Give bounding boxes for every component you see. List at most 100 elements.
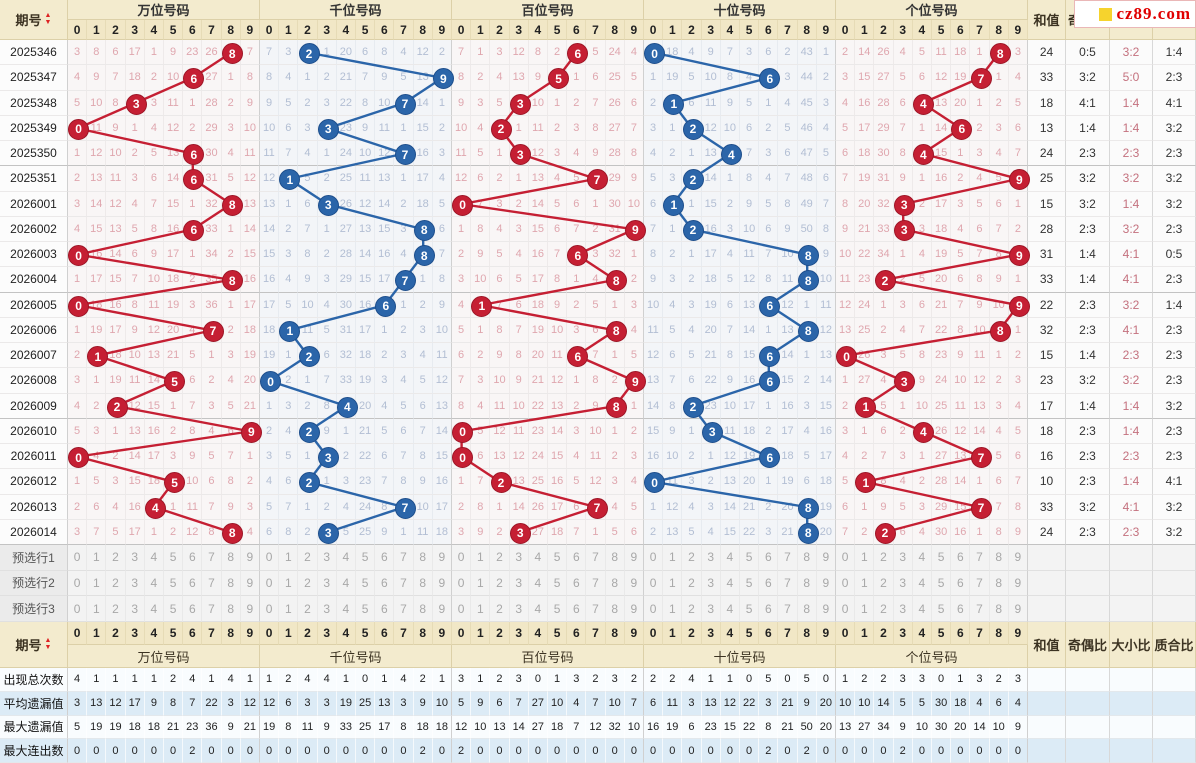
preselect-digit[interactable]: 7 — [394, 570, 414, 597]
preselect-digit[interactable]: 7 — [202, 570, 222, 597]
preselect-digit[interactable]: 6 — [567, 545, 587, 571]
preselect-digit[interactable]: 1 — [279, 545, 299, 571]
preselect-digit[interactable]: 6 — [375, 570, 395, 597]
preselect-digit[interactable]: 9 — [624, 570, 644, 597]
preselect-digit[interactable]: 1 — [87, 570, 107, 597]
preselect-digit[interactable]: 5 — [548, 596, 568, 622]
preselect-digit[interactable]: 0 — [836, 570, 856, 597]
preselect-digit[interactable]: 5 — [932, 596, 952, 622]
preselect-digit[interactable]: 0 — [452, 570, 472, 597]
preselect-digit[interactable]: 8 — [413, 596, 433, 622]
preselect-digit[interactable]: 6 — [567, 570, 587, 597]
preselect-digit[interactable]: 8 — [605, 570, 625, 597]
preselect-digit[interactable]: 3 — [509, 570, 529, 597]
preselect-digit[interactable]: 6 — [759, 570, 779, 597]
preselect-digit[interactable]: 9 — [816, 570, 836, 597]
preselect-digit[interactable]: 8 — [605, 545, 625, 571]
preselect-digit[interactable]: 0 — [68, 545, 88, 571]
preselect-digit[interactable]: 8 — [797, 570, 817, 597]
footer-period-sort[interactable]: 期号 ▲ ▼ — [0, 622, 68, 668]
preselect-digit[interactable]: 7 — [778, 570, 798, 597]
preselect-digit[interactable]: 6 — [375, 596, 395, 622]
preselect-digit[interactable]: 0 — [644, 545, 664, 571]
preselect-digit[interactable]: 7 — [778, 596, 798, 622]
preselect-digit[interactable]: 6 — [759, 545, 779, 571]
preselect-digit[interactable]: 4 — [144, 570, 164, 597]
preselect-digit[interactable]: 0 — [68, 570, 88, 597]
preselect-digit[interactable]: 4 — [528, 545, 548, 571]
preselect-digit[interactable]: 2 — [298, 570, 318, 597]
preselect-digit[interactable]: 9 — [1008, 596, 1028, 622]
preselect-digit[interactable]: 3 — [317, 596, 337, 622]
preselect-digit[interactable]: 3 — [509, 545, 529, 571]
preselect-digit[interactable]: 1 — [855, 596, 875, 622]
preselect-digit[interactable]: 4 — [144, 545, 164, 571]
preselect-digit[interactable]: 3 — [125, 596, 145, 622]
preselect-digit[interactable]: 2 — [682, 570, 702, 597]
preselect-digit[interactable]: 8 — [989, 545, 1009, 571]
preselect-digit[interactable]: 3 — [317, 545, 337, 571]
preselect-digit[interactable]: 5 — [164, 570, 184, 597]
preselect-digit[interactable]: 2 — [298, 596, 318, 622]
preselect-digit[interactable]: 3 — [125, 570, 145, 597]
preselect-digit[interactable]: 6 — [183, 596, 203, 622]
preselect-digit[interactable]: 4 — [528, 596, 548, 622]
preselect-digit[interactable]: 7 — [586, 596, 606, 622]
preselect-digit[interactable]: 5 — [740, 570, 760, 597]
preselect-digit[interactable]: 9 — [1008, 570, 1028, 597]
preselect-digit[interactable]: 9 — [240, 545, 260, 571]
preselect-digit[interactable]: 5 — [548, 570, 568, 597]
preselect-digit[interactable]: 0 — [68, 596, 88, 622]
preselect-digit[interactable]: 2 — [298, 545, 318, 571]
preselect-digit[interactable]: 5 — [932, 545, 952, 571]
preselect-digit[interactable]: 9 — [240, 596, 260, 622]
preselect-digit[interactable]: 1 — [663, 596, 683, 622]
preselect-digit[interactable]: 7 — [202, 545, 222, 571]
preselect-digit[interactable]: 5 — [740, 545, 760, 571]
preselect-digit[interactable]: 0 — [452, 545, 472, 571]
preselect-digit[interactable]: 4 — [144, 596, 164, 622]
preselect-digit[interactable]: 2 — [682, 545, 702, 571]
preselect-digit[interactable]: 3 — [701, 570, 721, 597]
preselect-digit[interactable]: 9 — [624, 545, 644, 571]
preselect-digit[interactable]: 9 — [816, 545, 836, 571]
preselect-digit[interactable]: 9 — [1008, 545, 1028, 571]
preselect-digit[interactable]: 8 — [605, 596, 625, 622]
preselect-digit[interactable]: 3 — [893, 545, 913, 571]
preselect-digit[interactable]: 4 — [720, 545, 740, 571]
preselect-digit[interactable]: 1 — [663, 545, 683, 571]
preselect-digit[interactable]: 5 — [548, 545, 568, 571]
preselect-digit[interactable]: 8 — [413, 570, 433, 597]
preselect-digit[interactable]: 8 — [413, 545, 433, 571]
preselect-digit[interactable]: 1 — [855, 570, 875, 597]
preselect-digit[interactable]: 4 — [912, 545, 932, 571]
preselect-digit[interactable]: 3 — [893, 570, 913, 597]
preselect-digit[interactable]: 4 — [336, 596, 356, 622]
preselect-digit[interactable]: 9 — [432, 570, 452, 597]
preselect-digit[interactable]: 4 — [528, 570, 548, 597]
preselect-digit[interactable]: 8 — [989, 570, 1009, 597]
preselect-digit[interactable]: 8 — [221, 545, 241, 571]
preselect-digit[interactable]: 9 — [240, 570, 260, 597]
preselect-digit[interactable]: 2 — [490, 545, 510, 571]
preselect-digit[interactable]: 4 — [720, 596, 740, 622]
preselect-digit[interactable]: 0 — [260, 570, 280, 597]
preselect-digit[interactable]: 6 — [183, 570, 203, 597]
preselect-digit[interactable]: 0 — [836, 545, 856, 571]
preselect-digit[interactable]: 6 — [183, 545, 203, 571]
preselect-digit[interactable]: 8 — [989, 596, 1009, 622]
preselect-digit[interactable]: 7 — [394, 545, 414, 571]
preselect-digit[interactable]: 3 — [701, 545, 721, 571]
preselect-digit[interactable]: 2 — [874, 545, 894, 571]
preselect-digit[interactable]: 7 — [778, 545, 798, 571]
preselect-digit[interactable]: 3 — [701, 596, 721, 622]
preselect-digit[interactable]: 5 — [932, 570, 952, 597]
preselect-digit[interactable]: 2 — [106, 596, 126, 622]
preselect-digit[interactable]: 3 — [893, 596, 913, 622]
preselect-digit[interactable]: 1 — [87, 545, 107, 571]
preselect-digit[interactable]: 6 — [951, 545, 971, 571]
preselect-digit[interactable]: 4 — [336, 545, 356, 571]
preselect-digit[interactable]: 4 — [336, 570, 356, 597]
preselect-digit[interactable]: 8 — [797, 545, 817, 571]
preselect-digit[interactable]: 5 — [356, 570, 376, 597]
